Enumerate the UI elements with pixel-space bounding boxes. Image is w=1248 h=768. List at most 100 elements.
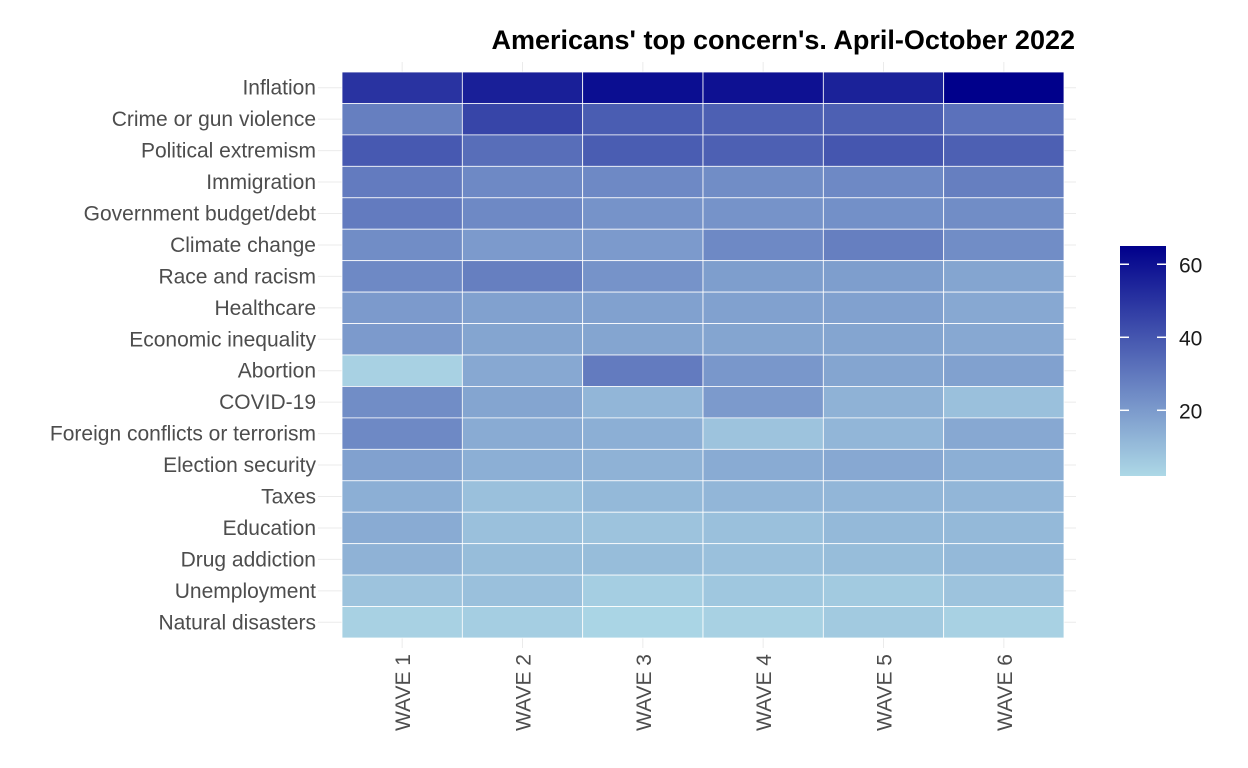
- heatmap-cell: [341, 354, 463, 387]
- heatmap-cell: [341, 134, 463, 167]
- heatmap-cell: [341, 260, 463, 293]
- x-tick-label: WAVE 5: [874, 654, 897, 731]
- heatmap-cell: [702, 543, 824, 576]
- heatmap-cell: [943, 165, 1065, 199]
- heatmap-cell: [943, 448, 1065, 482]
- heatmap-cell: [582, 260, 704, 293]
- legend-color-bar: [1120, 246, 1166, 476]
- heatmap-cell: [822, 103, 945, 136]
- y-tick-label: Unemployment: [175, 580, 316, 603]
- heatmap-cell: [943, 606, 1065, 639]
- heatmap-cell: [822, 134, 945, 167]
- heatmap-cell: [341, 511, 463, 545]
- heatmap-cell: [702, 260, 824, 293]
- y-tick-label: Taxes: [261, 486, 316, 509]
- heatmap-cell: [461, 260, 584, 293]
- heatmap-cell: [822, 386, 945, 419]
- y-tick-label: Healthcare: [214, 297, 316, 320]
- y-tick-label: Abortion: [238, 360, 316, 383]
- heatmap-cell: [461, 134, 584, 167]
- y-tick-label: Race and racism: [158, 265, 316, 288]
- heatmap-cell: [461, 71, 584, 104]
- heatmap-cell: [341, 323, 463, 356]
- heatmap-cell: [822, 480, 945, 513]
- heatmap-cell: [943, 71, 1065, 104]
- heatmap-cell: [702, 134, 824, 167]
- heatmap-cell: [822, 606, 945, 639]
- heatmap-cell: [702, 417, 824, 450]
- heatmap-cell: [582, 480, 704, 513]
- heatmap-cell: [461, 480, 584, 513]
- y-tick-label: COVID-19: [219, 391, 316, 414]
- heatmap-cell: [943, 134, 1065, 167]
- y-tick-label: Immigration: [206, 171, 316, 194]
- heatmap-cell: [943, 354, 1065, 387]
- heatmap-cell: [702, 511, 824, 545]
- heatmap-cell: [582, 323, 704, 356]
- heatmap-cell: [822, 448, 945, 482]
- heatmap-cell: [943, 480, 1065, 513]
- heatmap-cell: [822, 574, 945, 607]
- heatmap-cell: [341, 480, 463, 513]
- heatmap-cell: [702, 354, 824, 387]
- heatmap-cell: [582, 606, 704, 639]
- heatmap-cell: [341, 71, 463, 104]
- heatmap-cell: [943, 417, 1065, 450]
- heatmap-cell: [461, 103, 584, 136]
- heatmap-cell: [341, 606, 463, 639]
- heatmap-cell: [341, 386, 463, 419]
- heatmap-cell: [822, 165, 945, 199]
- heatmap-cell: [341, 291, 463, 324]
- heatmap-cell: [461, 323, 584, 356]
- heatmap-cell: [702, 197, 824, 230]
- heatmap-cell: [822, 71, 945, 104]
- y-tick-labels: Inflation Crime or gun violence Political …: [50, 77, 317, 635]
- heatmap-cell: [461, 197, 584, 230]
- heatmap-cell: [341, 448, 463, 482]
- heatmap-cell: [582, 197, 704, 230]
- y-tick-label: Education: [223, 517, 316, 540]
- y-tick-label: Election security: [163, 454, 316, 477]
- x-tick-label: WAVE 1: [392, 654, 415, 731]
- heatmap-cell: [461, 448, 584, 482]
- heatmap-cell: [822, 511, 945, 545]
- heatmap-cell: [702, 574, 824, 607]
- heatmap-cell: [582, 543, 704, 576]
- heatmap-cell: [702, 291, 824, 324]
- heatmap-cell: [582, 228, 704, 262]
- heatmap-cell: [582, 354, 704, 387]
- heatmap-cell: [461, 165, 584, 199]
- heatmap-cell: [461, 386, 584, 419]
- heatmap-cell: [582, 71, 704, 104]
- y-tick-label: Natural disasters: [158, 611, 316, 634]
- heatmap-cell: [943, 574, 1065, 607]
- heatmap-cell: [822, 291, 945, 324]
- heatmap-cell: [341, 103, 463, 136]
- heatmap-cell: [582, 103, 704, 136]
- heatmap-cell: [461, 606, 584, 639]
- legend-tick-label: 40: [1179, 327, 1202, 350]
- heatmap-cell: [702, 165, 824, 199]
- heatmap-cell: [822, 197, 945, 230]
- heatmap-cell: [943, 228, 1065, 262]
- heatmap-cell: [702, 606, 824, 639]
- heatmap-cell: [702, 386, 824, 419]
- heatmap-cell: [582, 417, 704, 450]
- heatmap-cell: [702, 71, 824, 104]
- heatmap-cell: [582, 134, 704, 167]
- color-legend: 20 40 60: [1120, 246, 1202, 476]
- heatmap-cell: [943, 103, 1065, 136]
- heatmap-cell: [461, 543, 584, 576]
- heatmap-cell: [943, 260, 1065, 293]
- heatmap-cell: [461, 354, 584, 387]
- legend-tick-label: 60: [1179, 254, 1202, 277]
- x-tick-label: WAVE 3: [633, 654, 656, 731]
- heatmap-cell: [822, 543, 945, 576]
- heatmap-cell: [943, 291, 1065, 324]
- heatmap-cell: [461, 228, 584, 262]
- heatmap-cell: [341, 417, 463, 450]
- heatmap-cell: [461, 574, 584, 607]
- heatmap-cell: [822, 417, 945, 450]
- y-tick-label: Political extremism: [141, 140, 316, 163]
